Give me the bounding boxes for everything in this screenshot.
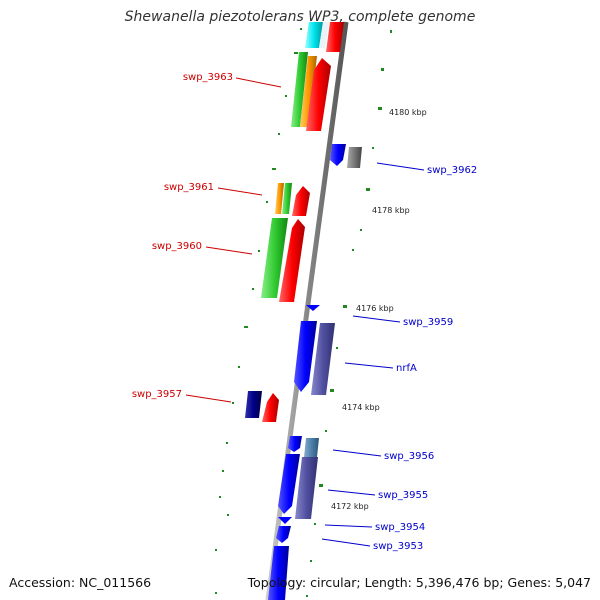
gene-blue-bottom (268, 546, 289, 600)
gene-label-swp-3960: swp_3960 (152, 241, 202, 252)
gene-navy-3957 (245, 391, 262, 418)
gene-blue-3954 (278, 517, 292, 524)
gene-green-3961 (282, 183, 292, 214)
tick-label-4174: 4174 kbp (342, 403, 380, 412)
gene-labels-right: swp_3962 swp_3959 nrfA swp_3956 swp_3955… (373, 165, 477, 552)
genome-summary: Topology: circular; Length: 5,396,476 bp… (247, 575, 591, 590)
gene-slate-nrfA (311, 323, 335, 395)
tick-label-4178: 4178 kbp (372, 206, 410, 215)
gene-label-nrfA: nrfA (396, 363, 417, 374)
map-title: Shewanella piezotolerans WP3, complete g… (124, 9, 476, 25)
gene-orange-3961 (275, 183, 284, 214)
gene-label-swp-3954: swp_3954 (375, 522, 425, 533)
gene-label-swp-3955: swp_3955 (378, 490, 428, 501)
gene-label-swp-3961: swp_3961 (164, 182, 214, 193)
gene-orange-3963 (300, 56, 317, 127)
gene-label-swp-3959: swp_3959 (403, 317, 453, 328)
gene-labels-left: swp_3963 swp_3961 swp_3960 swp_3957 (132, 72, 233, 400)
tick-label-4180: 4180 kbp (389, 108, 427, 117)
kbp-tick-labels: 4180 kbp 4178 kbp 4176 kbp 4174 kbp 4172… (331, 108, 427, 511)
gene-label-swp-3957: swp_3957 (132, 389, 182, 400)
gene-blue-3955 (278, 454, 300, 514)
gene-red-3961 (292, 186, 310, 216)
gene-slate-3955 (295, 457, 318, 519)
gene-red-3960 (279, 219, 305, 302)
gene-steel-3956 (304, 438, 319, 457)
gene-blue-3956 (288, 436, 302, 452)
tick-label-4172: 4172 kbp (331, 502, 369, 511)
gene-white-top (319, 22, 329, 48)
accession-label: Accession: NC_011566 (9, 575, 152, 590)
gene-gray-3962 (347, 147, 362, 168)
gene-label-swp-3962: swp_3962 (427, 165, 477, 176)
gene-blue-nrfA (294, 321, 317, 392)
gene-label-swp-3953: swp_3953 (373, 541, 423, 552)
gene-label-swp-3956: swp_3956 (384, 451, 434, 462)
gene-red-3957 (262, 393, 279, 422)
inner-tick-ring (215, 28, 302, 594)
gene-green-3963 (291, 52, 308, 127)
gene-red-top (326, 22, 344, 52)
gene-blue-3962 (330, 144, 346, 166)
gene-cyan-top (305, 22, 323, 48)
gene-blue-3953 (276, 526, 291, 543)
gene-blue-small-3959 (306, 305, 320, 311)
gene-label-swp-3963: swp_3963 (183, 72, 233, 83)
tick-label-4176: 4176 kbp (356, 304, 394, 313)
outer-tick-ring (306, 30, 392, 597)
leader-lines (185, 77, 425, 547)
gene-green-3960 (261, 218, 288, 298)
gene-red-3963 (306, 58, 331, 131)
gene-features (245, 22, 362, 600)
